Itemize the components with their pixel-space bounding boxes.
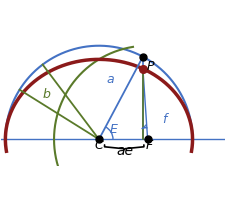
Text: ae: ae bbox=[116, 144, 133, 158]
Text: P: P bbox=[146, 60, 153, 73]
Text: E: E bbox=[109, 123, 117, 136]
Text: b: b bbox=[43, 88, 50, 101]
Text: a: a bbox=[106, 73, 114, 86]
Text: f: f bbox=[161, 113, 165, 126]
Text: F: F bbox=[145, 139, 152, 152]
Text: C: C bbox=[94, 139, 103, 152]
